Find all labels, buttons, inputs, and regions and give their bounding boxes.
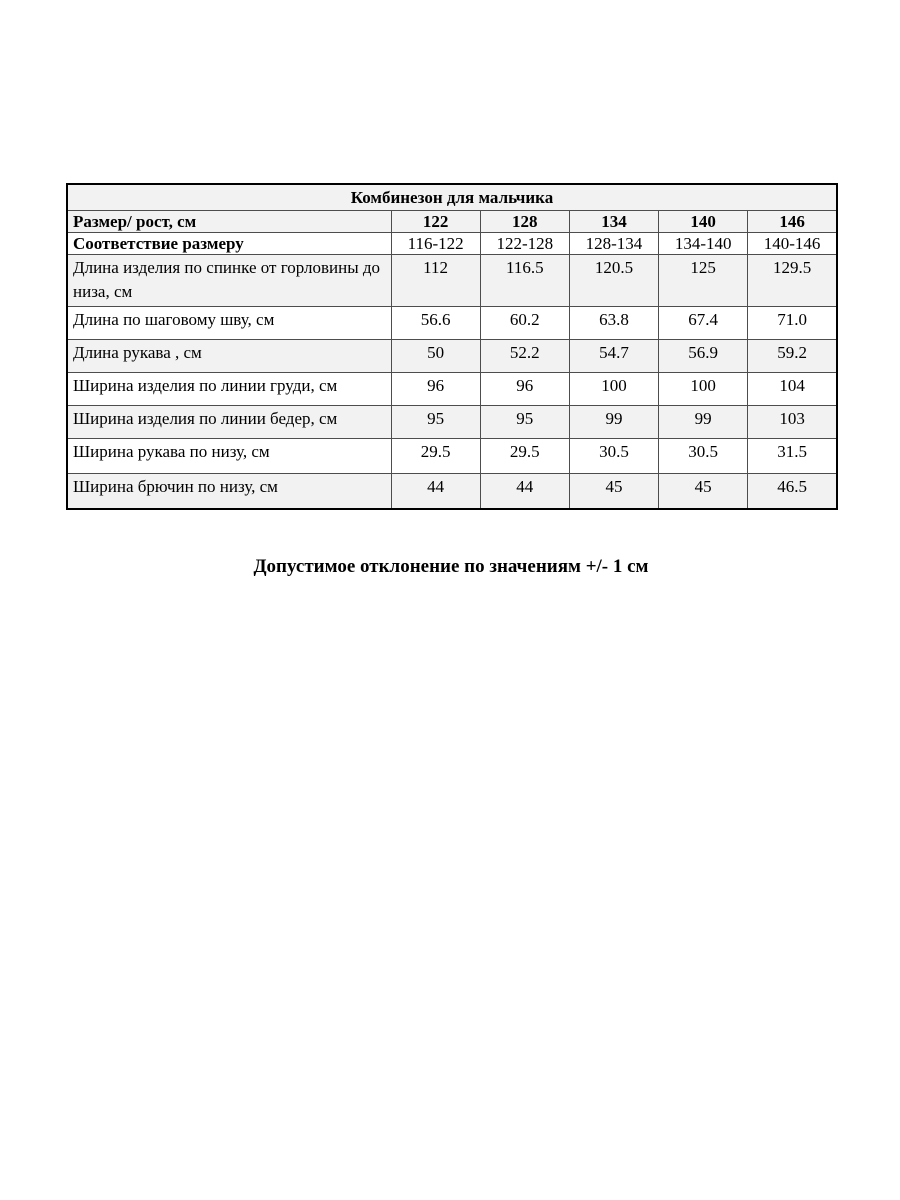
cell-value: 63.8 <box>568 306 660 340</box>
row-label: Длина рукава , см <box>66 339 392 373</box>
size-value: 122 <box>390 210 481 233</box>
cell-value: 56.9 <box>658 339 749 373</box>
cell-value: 129.5 <box>747 254 838 307</box>
cell-value: 112 <box>390 254 481 307</box>
cell-value: 99 <box>658 405 749 439</box>
size-value: 128 <box>479 210 570 233</box>
table-row: Ширина рукава по низу, см 29.5 29.5 30.5… <box>66 438 838 474</box>
cell-value: 29.5 <box>479 438 570 474</box>
cell-value: 140-146 <box>747 232 838 255</box>
row-label: Ширина брючин по низу, см <box>66 473 392 510</box>
cell-value: 100 <box>658 372 749 406</box>
cell-value: 128-134 <box>568 232 660 255</box>
cell-value: 134-140 <box>658 232 749 255</box>
cell-value: 104 <box>747 372 838 406</box>
cell-value: 60.2 <box>479 306 570 340</box>
cell-value: 71.0 <box>747 306 838 340</box>
table-row: Ширина изделия по линии груди, см 96 96 … <box>66 372 838 406</box>
cell-value: 52.2 <box>479 339 570 373</box>
cell-value: 96 <box>479 372 570 406</box>
cell-value: 44 <box>479 473 570 510</box>
size-match-row: Соответствие размеру 116-122 122-128 128… <box>66 232 838 255</box>
cell-value: 116.5 <box>479 254 570 307</box>
table-row: Ширина брючин по низу, см 44 44 45 45 46… <box>66 473 838 510</box>
cell-value: 95 <box>479 405 570 439</box>
size-header-row: Размер/ рост, см 122 128 134 140 146 <box>66 210 838 233</box>
size-value: 140 <box>658 210 749 233</box>
cell-value: 100 <box>568 372 660 406</box>
cell-value: 96 <box>390 372 481 406</box>
cell-value: 125 <box>658 254 749 307</box>
cell-value: 59.2 <box>747 339 838 373</box>
table-title: Комбинезон для мальчика <box>66 183 838 211</box>
cell-value: 95 <box>390 405 481 439</box>
cell-value: 99 <box>568 405 660 439</box>
tolerance-note: Допустимое отклонение по значениям +/- 1… <box>253 556 649 577</box>
cell-value: 56.6 <box>390 306 481 340</box>
cell-value: 120.5 <box>568 254 660 307</box>
row-label: Длина изделия по спинке от горловины до … <box>66 254 392 307</box>
cell-value: 44 <box>390 473 481 510</box>
row-label: Размер/ рост, см <box>66 210 392 233</box>
cell-value: 29.5 <box>390 438 481 474</box>
cell-value: 45 <box>658 473 749 510</box>
cell-value: 45 <box>568 473 660 510</box>
table-row: Длина изделия по спинке от горловины до … <box>66 254 838 307</box>
size-chart-table: Комбинезон для мальчика Размер/ рост, см… <box>66 183 838 510</box>
row-label: Ширина изделия по линии груди, см <box>66 372 392 406</box>
table-row: Длина по шаговому шву, см 56.6 60.2 63.8… <box>66 306 838 340</box>
cell-value: 30.5 <box>658 438 749 474</box>
table-row: Длина рукава , см 50 52.2 54.7 56.9 59.2 <box>66 339 838 373</box>
row-label: Длина по шаговому шву, см <box>66 306 392 340</box>
table-row: Ширина изделия по линии бедер, см 95 95 … <box>66 405 838 439</box>
size-chart-container: Комбинезон для мальчика Размер/ рост, см… <box>66 183 838 510</box>
cell-value: 54.7 <box>568 339 660 373</box>
cell-value: 30.5 <box>568 438 660 474</box>
size-value: 146 <box>747 210 838 233</box>
cell-value: 122-128 <box>479 232 570 255</box>
row-label: Соответствие размеру <box>66 232 392 255</box>
size-value: 134 <box>568 210 660 233</box>
cell-value: 46.5 <box>747 473 838 510</box>
table-title-row: Комбинезон для мальчика <box>66 183 838 211</box>
cell-value: 31.5 <box>747 438 838 474</box>
row-label: Ширина рукава по низу, см <box>66 438 392 474</box>
row-label: Ширина изделия по линии бедер, см <box>66 405 392 439</box>
cell-value: 50 <box>390 339 481 373</box>
cell-value: 103 <box>747 405 838 439</box>
cell-value: 67.4 <box>658 306 749 340</box>
cell-value: 116-122 <box>390 232 481 255</box>
